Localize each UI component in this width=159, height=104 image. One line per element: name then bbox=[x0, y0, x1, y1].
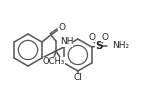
Text: O: O bbox=[101, 32, 108, 41]
Text: Cl: Cl bbox=[73, 72, 82, 82]
Text: S: S bbox=[95, 41, 102, 51]
Text: NH₂: NH₂ bbox=[112, 41, 129, 51]
Text: OCH₃: OCH₃ bbox=[43, 56, 65, 66]
Text: O: O bbox=[88, 32, 95, 41]
Text: NH: NH bbox=[60, 38, 73, 46]
Text: O: O bbox=[58, 24, 65, 32]
